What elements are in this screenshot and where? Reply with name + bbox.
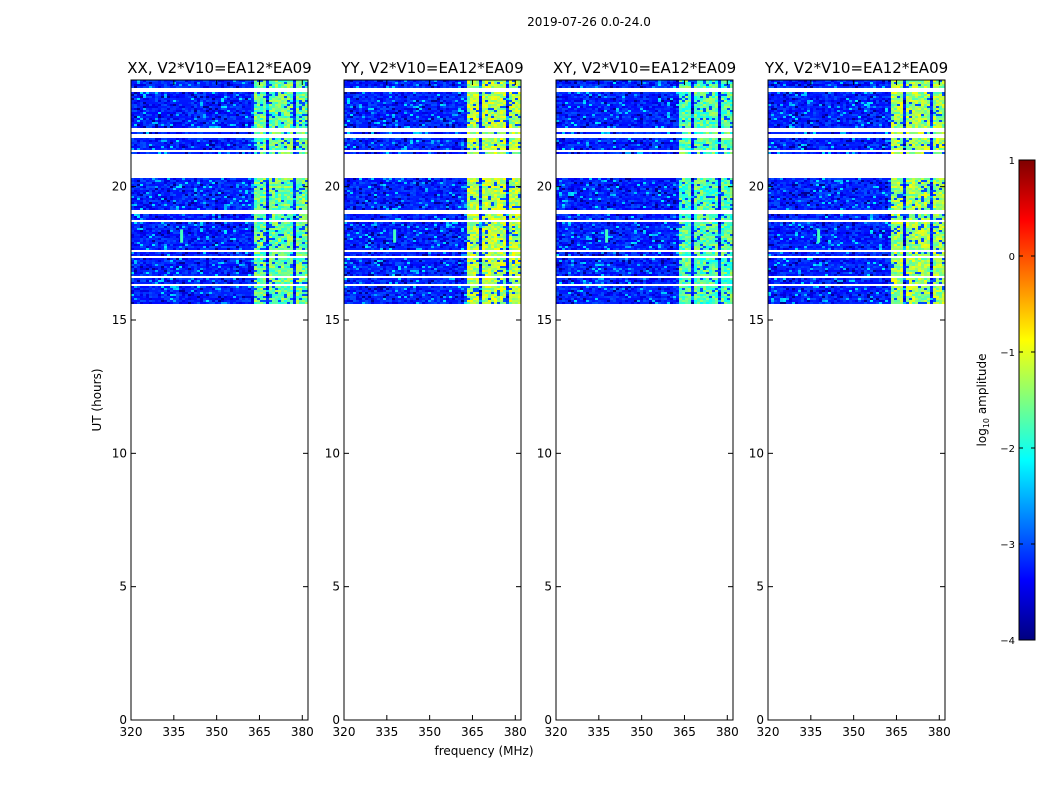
y-axis-label: UT (hours) (90, 368, 104, 431)
x-tick-label: 380 (928, 725, 951, 739)
y-tick-label: 0 (756, 713, 764, 727)
y-tick-label: 20 (325, 180, 340, 194)
panel-yx: YX, V2*V10=EA12*EA09 0 5 10 15 20 320 335 350 365… (749, 59, 951, 739)
rfi-spike (393, 229, 397, 243)
panel-title: XX, V2*V10=EA12*EA09 (127, 59, 311, 77)
colorbar-tick-label: −3 (1000, 540, 1015, 551)
y-tick-label: 0 (544, 713, 552, 727)
dynamic-spectrum (768, 80, 945, 304)
y-tick-label: 20 (537, 180, 552, 194)
y-tick-label: 10 (112, 446, 127, 460)
colorbar-label: log10 amplitude (975, 354, 991, 447)
x-tick-label: 335 (587, 725, 610, 739)
x-tick-label: 350 (630, 725, 653, 739)
dynamic-spectrum (344, 80, 521, 304)
panel-frame (343, 79, 522, 721)
x-tick-label: 365 (885, 725, 908, 739)
figure-title: 2019-07-26 0.0-24.0 (527, 15, 651, 29)
x-tick-label: 320 (545, 725, 568, 739)
x-tick-label: 335 (375, 725, 398, 739)
x-tick-label: 320 (120, 725, 143, 739)
x-tick-label: 380 (504, 725, 527, 739)
x-tick-label: 350 (842, 725, 865, 739)
x-tick-label: 335 (162, 725, 185, 739)
colorbar-tick-label: −1 (1000, 348, 1015, 359)
panel-frame (555, 79, 734, 721)
y-tick-label: 15 (749, 313, 764, 327)
y-tick-label: 20 (749, 180, 764, 194)
panel-frame (130, 79, 309, 721)
panel-xy: XY, V2*V10=EA12*EA09 0 5 10 15 20 320 335 350 365… (537, 59, 739, 739)
y-tick-label: 5 (544, 580, 552, 594)
panel-yy: YY, V2*V10=EA12*EA09 0 5 10 15 20 320 335 350 365… (325, 59, 527, 739)
panel-title: YY, V2*V10=EA12*EA09 (340, 59, 523, 77)
colorbar: 1 0 −1 −2 −3 −4 log10 amplitude (975, 156, 1036, 647)
panel-title: XY, V2*V10=EA12*EA09 (553, 59, 736, 77)
panel-frame (767, 79, 946, 721)
colorbar-tick-label: 0 (1009, 252, 1015, 263)
rfi-spike (817, 229, 821, 243)
colorbar-gradient (1018, 159, 1036, 641)
x-tick-label: 335 (799, 725, 822, 739)
y-tick-label: 0 (332, 713, 340, 727)
dynamic-spectrum (556, 80, 733, 304)
rfi-spike (180, 229, 184, 243)
x-tick-label: 350 (205, 725, 228, 739)
y-tick-label: 15 (112, 313, 127, 327)
y-tick-label: 5 (332, 580, 340, 594)
y-tick-label: 10 (325, 446, 340, 460)
x-tick-label: 320 (333, 725, 356, 739)
x-tick-label: 365 (461, 725, 484, 739)
y-tick-label: 10 (537, 446, 552, 460)
y-tick-label: 0 (119, 713, 127, 727)
dynamic-spectrum (131, 80, 308, 304)
y-tick-label: 5 (119, 580, 127, 594)
rfi-spike (605, 229, 609, 243)
colorbar-tick-label: −2 (1000, 444, 1015, 455)
colorbar-ticks: 1 0 −1 −2 −3 −4 (1000, 156, 1035, 647)
x-tick-label: 380 (291, 725, 314, 739)
y-tick-label: 15 (537, 313, 552, 327)
x-tick-label: 365 (248, 725, 271, 739)
x-tick-label: 320 (757, 725, 780, 739)
y-tick-label: 15 (325, 313, 340, 327)
x-tick-label: 350 (418, 725, 441, 739)
y-tick-label: 20 (112, 180, 127, 194)
colorbar-tick-label: −4 (1000, 636, 1015, 647)
panel-xx: XX, V2*V10=EA12*EA09 0 5 10 15 20 320 335 350 365… (112, 59, 314, 739)
x-axis-label: frequency (MHz) (434, 744, 533, 758)
colorbar-tick-label: 1 (1009, 156, 1015, 167)
panel-title: YX, V2*V10=EA12*EA09 (764, 59, 948, 77)
panels: XX, V2*V10=EA12*EA09 0 5 10 15 20 320 335 350 365… (112, 59, 951, 739)
x-tick-label: 380 (716, 725, 739, 739)
y-tick-label: 10 (749, 446, 764, 460)
y-tick-label: 5 (756, 580, 764, 594)
x-tick-label: 365 (673, 725, 696, 739)
